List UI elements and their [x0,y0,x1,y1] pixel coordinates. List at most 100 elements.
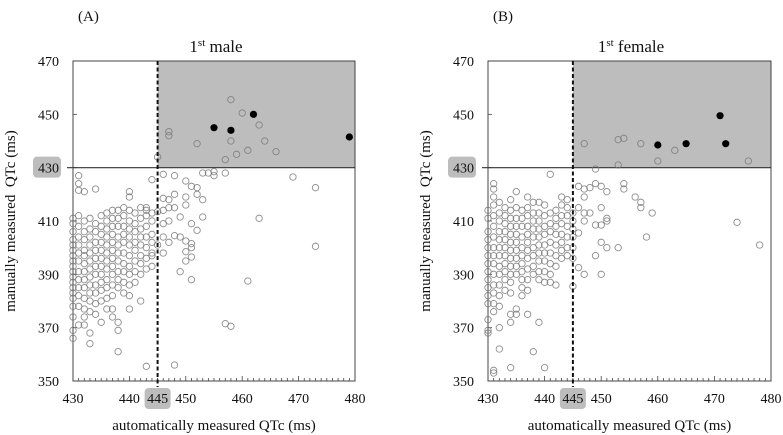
data-point-filled [682,140,690,148]
data-point-open [490,369,498,377]
y-axis-label: manually measured QTc (ms) [3,130,19,311]
data-point-open [529,217,537,225]
x-tick-label: 480 [345,392,366,407]
data-point-open [484,260,492,268]
data-point-open [182,248,190,256]
data-point-open [484,276,492,284]
data-point-open [518,292,526,300]
data-point-open [103,305,111,313]
panel-label: (B) [493,9,513,25]
data-point-open [114,284,122,292]
y-tick-highlight [448,156,476,178]
data-point-open [170,361,179,369]
data-point-open [108,305,117,313]
data-point-open [170,172,179,180]
data-point-open [574,204,583,212]
x-tick-label: 450 [591,392,612,407]
data-point-open [311,242,320,250]
data-point-open [484,206,492,214]
data-point-open [484,244,492,252]
data-point-open [529,262,537,270]
data-point-open [142,254,150,262]
data-point-open [86,340,94,348]
data-point-open [597,221,605,229]
x-tick-label: 470 [288,392,309,407]
data-point-open [518,260,526,268]
data-point-open [552,262,560,270]
data-point-open [506,364,515,372]
data-point-open [176,268,184,276]
data-point-filled [716,112,724,120]
data-point-open [580,217,588,225]
data-point-open [210,168,218,176]
data-point-open [114,268,122,276]
data-point-open [637,198,645,206]
data-point-open [193,190,201,198]
data-point-open [495,252,503,260]
data-point-open [744,157,753,165]
data-point-open [187,276,196,284]
data-point-open [535,318,543,326]
data-point-open [637,204,645,212]
data-point-filled [227,126,235,134]
y-tick-highlight [33,156,61,178]
data-point-open [182,177,190,185]
data-point-open [490,281,498,289]
data-point-open [580,193,588,201]
x-tick-label: 460 [232,392,253,407]
data-point-open [86,214,94,222]
data-point-open [512,222,520,230]
data-point-open [193,226,201,234]
data-point-open [756,241,764,249]
data-point-open [603,214,611,222]
x-tick-label: 460 [647,392,668,407]
data-point-open [518,222,526,230]
data-point-open [91,262,100,270]
x-tick-label: 440 [534,392,555,407]
data-point-open [210,172,218,180]
y-tick-label: 410 [453,215,474,230]
x-axis-label: automatically measured QTc (ms) [112,418,315,434]
data-point-open [74,222,83,230]
data-point-open [131,220,139,228]
data-point-open [97,270,105,278]
data-point-open [535,217,543,225]
data-point-open [182,193,190,201]
data-point-open [580,185,588,193]
data-point-open [506,254,515,262]
data-point-open [574,229,583,237]
data-point-open [69,228,77,236]
data-point-open [114,326,122,334]
panel-a: (A) 1st male 350 370 390 410 430 450 470 430 440 45… [3,9,366,434]
data-point-open [490,180,498,188]
data-point-open [591,252,600,260]
data-point-open [227,137,235,145]
data-point-open [125,233,134,241]
data-point-open [484,300,492,308]
data-point-open [597,270,605,278]
data-point-open [232,150,241,158]
data-point-open [137,233,145,241]
x-tick-label: 430 [478,392,499,407]
data-point-open [523,276,532,284]
data-point-open [597,182,605,190]
data-point-open [159,194,167,202]
data-point-open [523,193,532,201]
data-point-open [103,276,111,284]
x-tick-label: 450 [175,392,196,407]
data-point-open [535,249,543,257]
data-point-open [165,204,173,212]
data-point-open [557,212,566,220]
data-point-open [255,121,263,129]
data-point-open [484,252,492,260]
data-point-open [495,302,503,310]
y-tick-label: 450 [453,108,474,123]
data-point-open [563,204,571,212]
y-tick-label: 390 [38,268,59,283]
data-point-open [637,140,645,148]
data-point-open [108,222,117,230]
data-point-open [586,209,594,217]
data-point-open [580,270,588,278]
data-point-open [187,240,196,248]
data-point-open [244,146,252,154]
